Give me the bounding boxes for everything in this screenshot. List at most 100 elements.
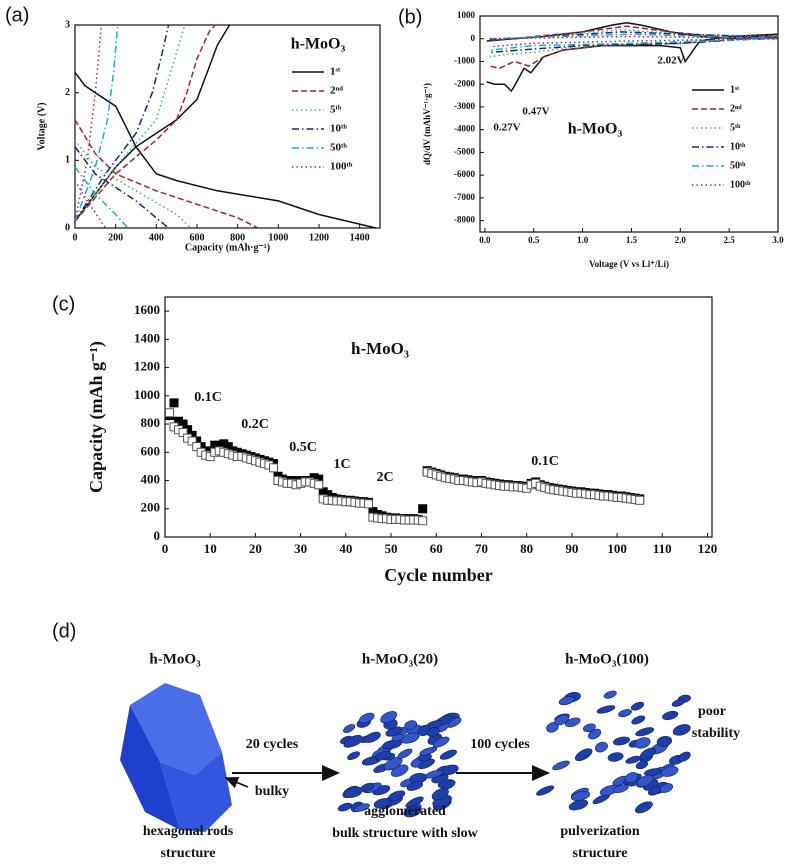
annotation: h-MoO₃	[351, 339, 409, 358]
legend-label: 5ᵗʰ	[730, 122, 741, 133]
legend-label: 1ˢᵗ	[730, 84, 739, 95]
y-tick-label: -3000	[454, 101, 475, 111]
annotation: 1C	[333, 457, 350, 472]
y-tick-label: 1200	[134, 359, 160, 374]
data-point	[364, 500, 372, 508]
y-tick-label: 1	[65, 155, 70, 166]
x-tick-label: 110	[653, 541, 672, 556]
x-tick-label: 1.5	[626, 235, 638, 245]
legend-label: 100ᵗʰ	[730, 179, 751, 190]
stage-title: h-MoO₃	[149, 651, 201, 667]
figure: (a)02004006008001000120014000123Capacity…	[0, 0, 787, 865]
x-tick-label: 90	[565, 541, 578, 556]
stage-title: h-MoO₃(20)	[362, 651, 438, 667]
data-point	[170, 399, 178, 407]
x-tick-label: 200	[108, 232, 123, 243]
y-tick-label: 1600	[134, 302, 160, 317]
y-tick-label: 0	[154, 528, 161, 543]
panel-label: (d)	[52, 620, 76, 642]
x-tick-label: 2.0	[675, 235, 687, 245]
legend-label: 1ˢᵗ	[330, 66, 341, 78]
x-tick-label: 2.5	[724, 235, 736, 245]
y-tick-label: 400	[141, 472, 161, 487]
y-tick-label: 600	[141, 443, 161, 458]
data-point	[315, 481, 323, 489]
x-tick-label: 3.0	[772, 235, 784, 245]
note: stability	[692, 726, 740, 741]
y-tick-label: 1000	[457, 10, 476, 20]
y-tick-label: 0	[65, 222, 70, 233]
stage-caption: structure	[573, 846, 628, 861]
y-tick-label: 2	[65, 87, 70, 98]
legend-label: 100ᵗʰ	[330, 161, 353, 173]
stage-title: h-MoO₃(100)	[565, 651, 649, 667]
y-tick-label: 800	[141, 415, 161, 430]
x-tick-label: 0	[162, 541, 169, 556]
y-tick-label: -2000	[454, 78, 475, 88]
x-tick-label: 0	[73, 232, 78, 243]
x-tick-label: 1000	[268, 232, 288, 243]
y-tick-label: -7000	[454, 192, 475, 202]
stage-caption: bulk structure with slow	[332, 826, 478, 841]
panel-label: (b)	[398, 6, 422, 28]
x-axis-title: Capacity (mAh·g⁻¹)	[185, 242, 270, 253]
y-tick-label: -6000	[454, 169, 475, 179]
annotation: 0.5C	[289, 440, 317, 455]
x-tick-label: 0.5	[528, 235, 540, 245]
y-tick-label: 1000	[134, 387, 160, 402]
x-tick-label: 60	[430, 541, 443, 556]
y-tick-label: 3	[65, 19, 70, 30]
x-tick-label: 400	[149, 232, 164, 243]
x-tick-label: 120	[698, 541, 718, 556]
panel-label: (a)	[5, 4, 29, 26]
x-tick-label: 40	[339, 541, 352, 556]
annotation: h-MoO₃	[568, 121, 623, 138]
y-tick-label: -4000	[454, 124, 475, 134]
stage-caption: hexagonal rods	[143, 824, 234, 839]
y-tick-label: -8000	[454, 215, 475, 225]
note: poor	[698, 704, 726, 719]
x-axis-title: Cycle number	[384, 565, 492, 585]
x-tick-label: 1400	[350, 232, 370, 243]
legend-label: 50ᵗʰ	[730, 160, 746, 171]
x-axis-title: Voltage (V vs Li⁺/Li)	[589, 259, 669, 269]
annotation: 2C	[376, 470, 393, 485]
x-tick-label: 10	[204, 541, 217, 556]
legend-label: 10ᵗʰ	[730, 141, 746, 152]
legend-label: 50ᵗʰ	[330, 142, 347, 154]
panel-label: (c)	[52, 293, 75, 315]
x-tick-label: 50	[385, 541, 398, 556]
data-point	[419, 505, 427, 513]
y-axis-title: dQ/dV (mAhV⁻¹·g⁻¹)	[422, 83, 432, 165]
y-tick-label: 200	[141, 500, 161, 515]
x-tick-label: 100	[607, 541, 627, 556]
y-axis-title: Voltage (V)	[36, 102, 47, 150]
stage-caption: structure	[161, 846, 216, 861]
annotation: 0.2C	[241, 417, 269, 432]
legend-label: 10ᵗʰ	[330, 123, 347, 135]
legend-label: 2ⁿᵈ	[730, 103, 742, 114]
x-tick-label: 0.0	[479, 235, 491, 245]
data-point	[636, 496, 644, 504]
annotation: 2.02V	[657, 55, 684, 67]
legend-label: 5ᵗʰ	[330, 104, 342, 116]
y-tick-label: -5000	[454, 146, 475, 156]
stage-caption: pulverization	[560, 824, 640, 839]
x-tick-label: 70	[475, 541, 488, 556]
annotation: 0.27V	[493, 122, 520, 134]
annotation: 0.47V	[522, 106, 549, 118]
annotation: h-MoO₃	[291, 36, 346, 53]
x-tick-label: 1.0	[577, 235, 589, 245]
data-point	[166, 409, 174, 417]
x-tick-label: 20	[249, 541, 262, 556]
data-point	[269, 464, 277, 472]
legend-label: 2ⁿᵈ	[330, 85, 343, 97]
x-tick-label: 1200	[309, 232, 329, 243]
x-tick-label: 80	[520, 541, 533, 556]
stage-caption: agglomerated	[364, 804, 446, 819]
y-tick-label: 1400	[134, 330, 160, 345]
data-point	[419, 517, 427, 525]
x-tick-label: 30	[294, 541, 307, 556]
y-tick-label: 0	[471, 33, 476, 43]
arrow-label: 100 cycles	[470, 737, 530, 752]
